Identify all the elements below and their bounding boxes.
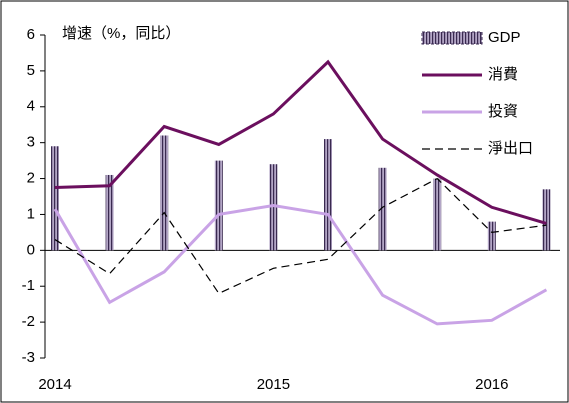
y-tick-label: 2 <box>27 170 35 187</box>
y-tick-label: 1 <box>27 205 35 222</box>
legend-swatch <box>421 31 483 45</box>
line <box>54 177 547 295</box>
y-tick-label: 3 <box>27 134 35 151</box>
bar <box>324 139 332 251</box>
legend-label: 消費 <box>488 66 518 83</box>
bar <box>269 164 278 251</box>
bar <box>105 174 114 251</box>
legend-label: 投資 <box>488 103 518 120</box>
y-tick-label: 4 <box>27 98 35 115</box>
y-tick-label: -1 <box>22 277 35 294</box>
bar <box>433 178 442 251</box>
x-tick-label: 2015 <box>257 376 290 393</box>
line <box>53 203 548 326</box>
bar <box>542 189 551 251</box>
line <box>54 59 547 225</box>
y-tick-label: 6 <box>27 26 35 43</box>
legend-label: 淨出口 <box>488 140 533 157</box>
y-tick-label: -3 <box>22 349 35 366</box>
x-tick-label: 2016 <box>475 376 508 393</box>
chart-title: 增速（%，同比） <box>62 25 180 42</box>
y-tick-label: 0 <box>27 241 35 258</box>
bar <box>51 146 59 251</box>
bar <box>487 221 496 251</box>
y-tick-label: -2 <box>22 313 35 330</box>
legend-label: GDP <box>488 29 521 46</box>
x-tick-label: 2014 <box>38 376 71 393</box>
bar <box>160 135 169 251</box>
y-tick-label: 5 <box>27 62 35 79</box>
bar <box>378 167 387 251</box>
bar <box>214 160 223 251</box>
